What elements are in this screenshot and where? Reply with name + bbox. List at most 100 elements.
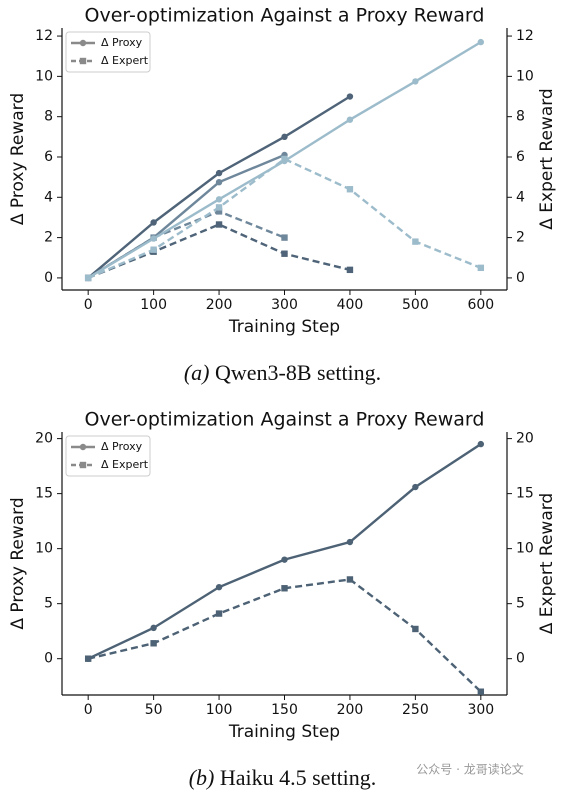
marker xyxy=(281,585,288,592)
marker xyxy=(412,483,419,491)
marker xyxy=(150,235,157,242)
marker xyxy=(412,625,419,633)
marker xyxy=(477,264,485,272)
x-tick-label: 600 xyxy=(467,297,494,313)
legend-label: Δ Proxy xyxy=(101,36,143,49)
caption-label: (a) xyxy=(184,360,210,385)
marker xyxy=(346,266,354,274)
x-tick-label: 300 xyxy=(467,702,494,718)
marker xyxy=(215,204,223,211)
y2-tick-label: 4 xyxy=(516,189,525,205)
y2-axis-label: Δ Expert Reward xyxy=(537,88,557,229)
marker xyxy=(477,440,485,448)
y-tick-label: 0 xyxy=(44,651,53,667)
y-tick-label: 2 xyxy=(44,230,53,246)
marker xyxy=(79,39,87,47)
x-axis-label: Training Step xyxy=(228,722,340,742)
x-tick-label: 200 xyxy=(337,702,364,718)
marker xyxy=(79,461,87,469)
y2-tick-label: 20 xyxy=(516,431,534,447)
y2-tick-label: 10 xyxy=(516,541,534,557)
x-axis-label: Training Step xyxy=(228,317,340,337)
series-line xyxy=(87,95,351,279)
y-tick-label: 15 xyxy=(35,486,53,502)
marker xyxy=(150,624,157,632)
marker xyxy=(281,155,288,163)
y-tick-label: 10 xyxy=(35,68,53,84)
marker xyxy=(150,640,157,647)
marker xyxy=(281,234,288,241)
chart-title: Over-optimization Against a Proxy Reward xyxy=(85,409,485,431)
x-tick-label: 300 xyxy=(271,297,298,313)
chart: Over-optimization Against a Proxy Reward… xyxy=(8,409,557,791)
y2-tick-label: 0 xyxy=(516,651,525,667)
y-tick-label: 10 xyxy=(35,541,53,557)
y-axis-label: Δ Proxy Reward xyxy=(8,497,28,629)
x-tick-label: 0 xyxy=(84,702,93,718)
marker xyxy=(215,221,223,228)
marker xyxy=(346,186,354,193)
chart: Over-optimization Against a Proxy Reward… xyxy=(8,5,557,386)
y2-tick-label: 6 xyxy=(516,149,525,165)
marker xyxy=(215,178,223,186)
legend-label: Δ Expert xyxy=(101,458,149,471)
marker xyxy=(281,250,288,257)
y2-tick-label: 15 xyxy=(516,486,534,502)
y-tick-label: 6 xyxy=(44,149,53,165)
y2-tick-label: 0 xyxy=(516,270,525,286)
caption-text: Haiku 4.5 setting. xyxy=(220,765,376,790)
caption: (b) Haiku 4.5 setting. xyxy=(189,765,377,790)
watermark: 公众号 · 龙哥读论文 xyxy=(416,762,523,777)
marker xyxy=(346,116,354,123)
y2-tick-label: 2 xyxy=(516,230,525,246)
x-tick-label: 200 xyxy=(206,297,233,313)
y-tick-label: 8 xyxy=(44,109,53,125)
marker xyxy=(215,196,223,203)
marker xyxy=(84,274,92,282)
marker xyxy=(150,246,157,253)
y-tick-label: 20 xyxy=(35,431,53,447)
x-tick-label: 250 xyxy=(402,702,429,718)
y-tick-label: 0 xyxy=(44,270,53,286)
y2-axis-label: Δ Expert Reward xyxy=(537,493,557,634)
marker xyxy=(281,556,288,563)
x-tick-label: 400 xyxy=(337,297,364,313)
series-line xyxy=(87,223,351,280)
marker xyxy=(215,169,223,177)
y2-tick-label: 10 xyxy=(516,68,534,84)
y2-tick-label: 12 xyxy=(516,28,534,44)
marker xyxy=(84,655,92,662)
series-line xyxy=(87,578,482,693)
caption: (a) Qwen3-8B setting. xyxy=(184,360,381,385)
marker xyxy=(412,78,419,85)
y-tick-label: 5 xyxy=(44,596,53,612)
marker xyxy=(346,538,354,546)
x-tick-label: 500 xyxy=(402,297,429,313)
x-tick-label: 0 xyxy=(84,297,93,313)
legend-label: Δ Expert xyxy=(101,54,149,67)
y-tick-label: 4 xyxy=(44,189,53,205)
marker xyxy=(477,38,485,46)
y-axis-label: Δ Proxy Reward xyxy=(8,93,28,225)
marker xyxy=(346,93,354,100)
legend-label: Δ Proxy xyxy=(101,440,143,453)
x-tick-label: 100 xyxy=(140,297,167,313)
caption-text: Qwen3-8B setting. xyxy=(215,360,381,385)
marker xyxy=(477,688,485,695)
marker xyxy=(150,219,157,226)
y-tick-label: 12 xyxy=(35,28,53,44)
y2-tick-label: 8 xyxy=(516,109,525,125)
marker xyxy=(215,610,223,617)
series-line xyxy=(87,210,285,279)
marker xyxy=(79,443,87,451)
marker xyxy=(412,238,419,245)
y2-tick-label: 5 xyxy=(516,596,525,612)
x-tick-label: 100 xyxy=(206,702,233,718)
marker xyxy=(346,576,354,583)
caption-label: (b) xyxy=(189,765,215,790)
x-tick-label: 50 xyxy=(145,702,163,718)
marker xyxy=(215,208,223,215)
chart-title: Over-optimization Against a Proxy Reward xyxy=(85,5,485,27)
marker xyxy=(281,133,288,141)
